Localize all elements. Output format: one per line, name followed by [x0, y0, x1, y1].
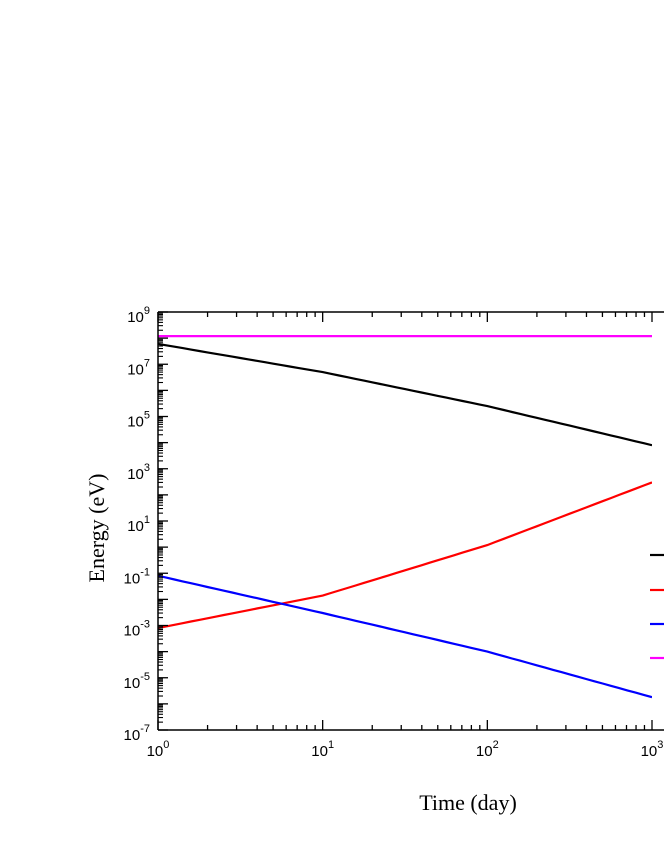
y-tick-label: 10-3 [124, 619, 150, 640]
series-line-1 [158, 342, 652, 447]
x-tick-label: 101 [311, 739, 334, 760]
y-tick-label: 103 [127, 462, 150, 483]
x-axis-label: Time (day) [419, 790, 517, 815]
y-tick-label: 101 [127, 514, 150, 535]
y-tick-label: 10-7 [124, 723, 150, 744]
y-tick-label: 107 [127, 357, 150, 378]
y-tick-label: 10-5 [124, 671, 150, 692]
x-tick-label: 100 [147, 739, 170, 760]
x-tick-label: 103 [641, 739, 664, 760]
series-line-3 [158, 574, 652, 699]
x-tick-label: 102 [476, 739, 499, 760]
plot-area: 100 101 102 103 10-7 10-5 10-3 10-1 101 103 105 107… [124, 305, 664, 760]
y-tick-label: 10-1 [124, 566, 150, 587]
y-tick-label: 109 [127, 305, 150, 326]
y-tick-label: 105 [127, 410, 150, 431]
y-axis-label: Energy (eV) [84, 474, 109, 583]
series-line-2 [158, 481, 652, 630]
